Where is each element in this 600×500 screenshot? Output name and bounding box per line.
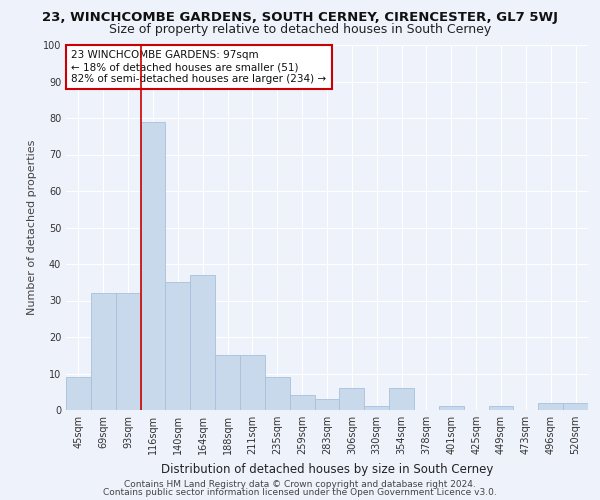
Bar — [439, 406, 464, 410]
Text: 23, WINCHCOMBE GARDENS, SOUTH CERNEY, CIRENCESTER, GL7 5WJ: 23, WINCHCOMBE GARDENS, SOUTH CERNEY, CI… — [42, 11, 558, 24]
Bar — [340, 388, 364, 410]
Bar — [190, 275, 215, 410]
Text: Size of property relative to detached houses in South Cerney: Size of property relative to detached ho… — [109, 22, 491, 36]
Bar — [91, 293, 116, 410]
Y-axis label: Number of detached properties: Number of detached properties — [27, 140, 37, 315]
Bar — [166, 282, 190, 410]
Bar — [116, 293, 140, 410]
Bar — [140, 122, 166, 410]
Bar — [240, 355, 265, 410]
Bar — [364, 406, 389, 410]
Bar — [538, 402, 563, 410]
Text: 23 WINCHCOMBE GARDENS: 97sqm
← 18% of detached houses are smaller (51)
82% of se: 23 WINCHCOMBE GARDENS: 97sqm ← 18% of de… — [71, 50, 326, 84]
Bar — [290, 396, 314, 410]
Bar — [265, 377, 290, 410]
Bar — [314, 399, 340, 410]
Bar — [389, 388, 414, 410]
Bar — [215, 355, 240, 410]
Bar — [66, 377, 91, 410]
Bar — [563, 402, 588, 410]
X-axis label: Distribution of detached houses by size in South Cerney: Distribution of detached houses by size … — [161, 462, 493, 475]
Text: Contains HM Land Registry data © Crown copyright and database right 2024.: Contains HM Land Registry data © Crown c… — [124, 480, 476, 489]
Bar — [488, 406, 514, 410]
Text: Contains public sector information licensed under the Open Government Licence v3: Contains public sector information licen… — [103, 488, 497, 497]
